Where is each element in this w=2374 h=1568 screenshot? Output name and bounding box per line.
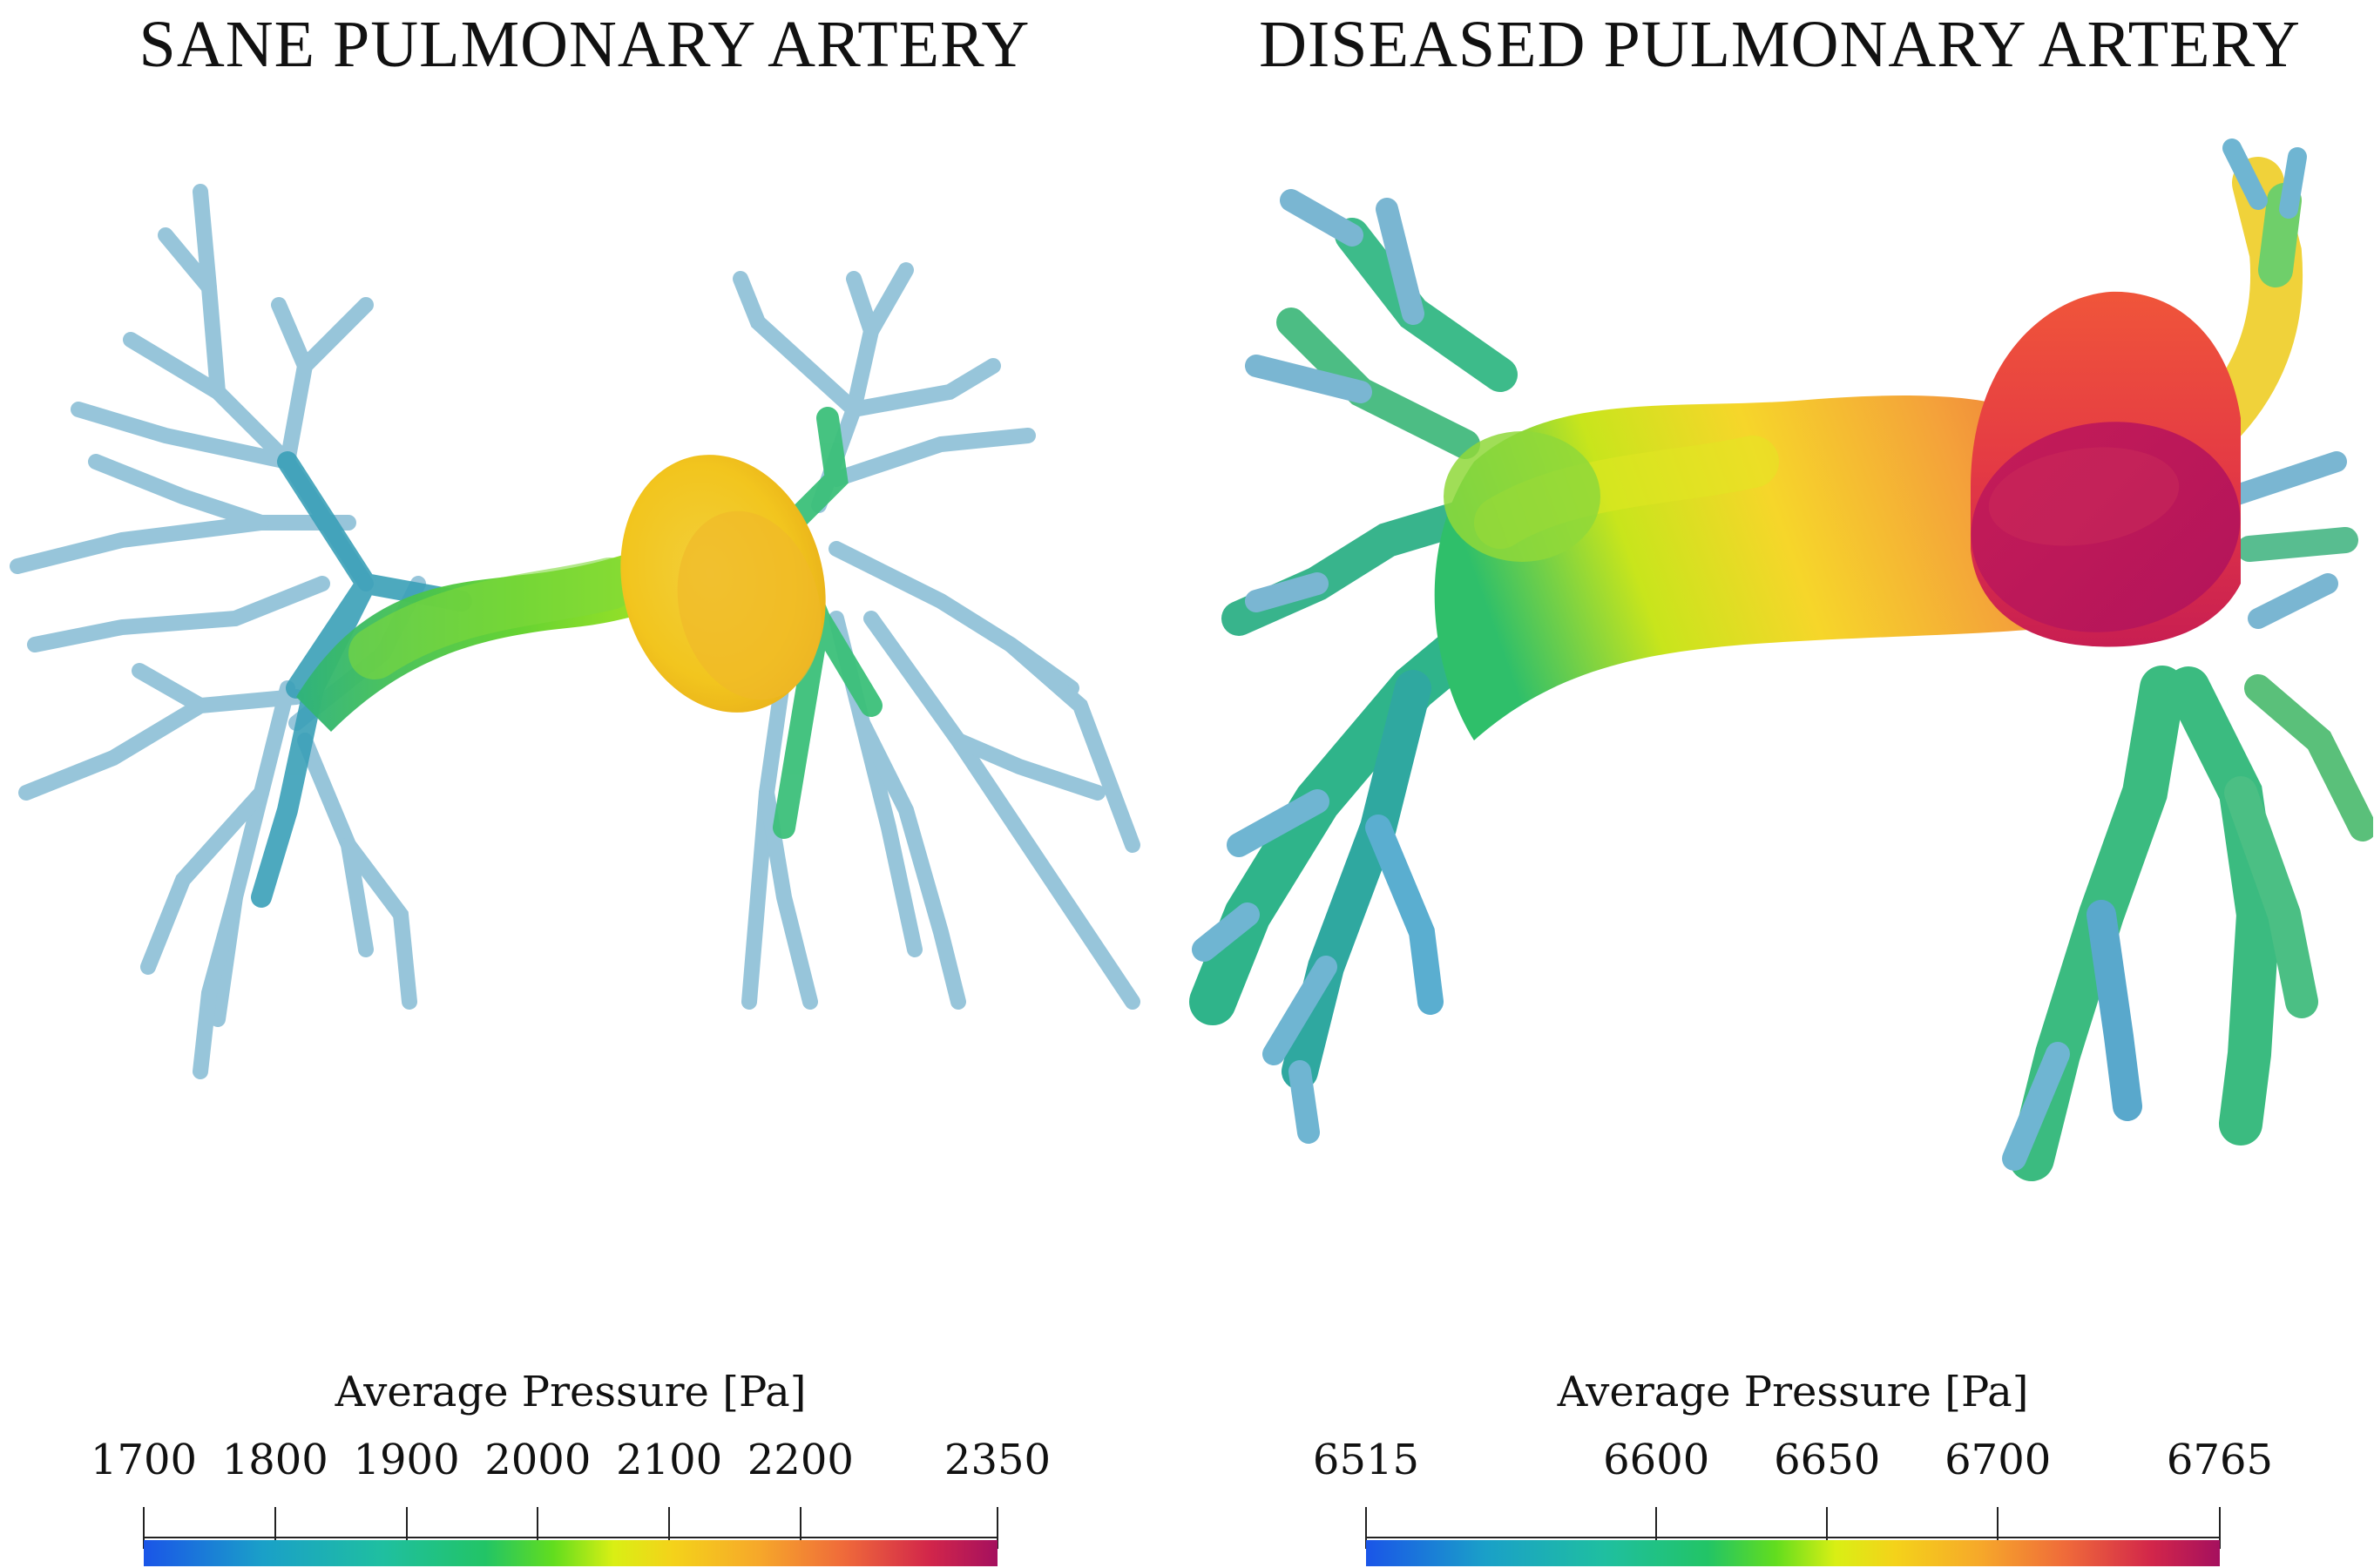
diseased-colorbar-tick-label: 6600 <box>1603 1436 1710 1484</box>
diseased-colorbar-tick-mark <box>1826 1507 1829 1549</box>
sane-colorbar-tick-label: 1900 <box>353 1436 460 1484</box>
diseased-colorbar-axis <box>1366 1537 2220 1538</box>
sane-colorbar-tick-label: 2100 <box>615 1436 723 1484</box>
sane-colorbar-tick-mark <box>537 1507 539 1549</box>
sane-colorbar: Average Pressure [Pa] 1700 1800 1900 2000 21… <box>91 1359 1051 1568</box>
sane-colorbar-tick-label: 2350 <box>944 1436 1052 1484</box>
sane-artery-render <box>10 184 1140 1079</box>
diseased-colorbar-tick-label: 6515 <box>1312 1436 1420 1484</box>
sane-colorbar-tick-mark <box>799 1507 801 1549</box>
diseased-colorbar-tick-mark <box>1365 1507 1367 1549</box>
diseased-colorbar-tick-mark <box>1655 1507 1658 1549</box>
diseased-colorbar: Average Pressure [Pa] 6515 6600 6650 6700 67… <box>1313 1359 2273 1568</box>
sane-artery-panel: SANE PULMONARY ARTERY <box>10 8 1140 1568</box>
sane-colorbar-tick-mark <box>405 1507 408 1549</box>
diseased-colorbar-tick-label: 6700 <box>1945 1436 2052 1484</box>
sane-colorbar-tick-mark <box>668 1507 671 1549</box>
sane-colorbar-tick-label: 1800 <box>221 1436 328 1484</box>
sane-colorbar-axis <box>144 1537 998 1538</box>
sane-colorbar-tick-mark <box>274 1507 276 1549</box>
sane-colorbar-tick-label: 1700 <box>90 1436 198 1484</box>
diseased-colorbar-ticks: 6515 6600 6650 6700 6765 <box>1313 1359 2273 1568</box>
sane-colorbar-tick-label: 2200 <box>747 1436 854 1484</box>
sane-colorbar-gradient <box>144 1540 998 1566</box>
sane-colorbar-tick-label: 2000 <box>484 1436 592 1484</box>
diseased-colorbar-gradient <box>1366 1540 2220 1566</box>
diseased-colorbar-tick-mark <box>1997 1507 1999 1549</box>
sane-colorbar-title: Average Pressure [Pa] <box>335 1368 807 1416</box>
diseased-colorbar-tick-label: 6765 <box>2166 1436 2274 1484</box>
diseased-artery-panel: DISEASED PULMONARY ARTERY <box>1187 0 2373 1568</box>
diseased-colorbar-tick-label: 6650 <box>1774 1436 1881 1484</box>
sane-colorbar-tick-mark <box>997 1507 998 1549</box>
diseased-colorbar-title: Average Pressure [Pa] <box>1557 1368 2029 1416</box>
sane-panel-title: SANE PULMONARY ARTERY <box>139 8 1031 81</box>
diseased-artery-render <box>1189 139 2373 1181</box>
diseased-colorbar-tick-mark <box>2219 1507 2221 1549</box>
sane-colorbar-tick-mark <box>143 1507 145 1549</box>
diseased-panel-title: DISEASED PULMONARY ARTERY <box>1259 8 2301 81</box>
sane-colorbar-ticks: 1700 1800 1900 2000 2100 2200 2350 <box>91 1359 1051 1568</box>
